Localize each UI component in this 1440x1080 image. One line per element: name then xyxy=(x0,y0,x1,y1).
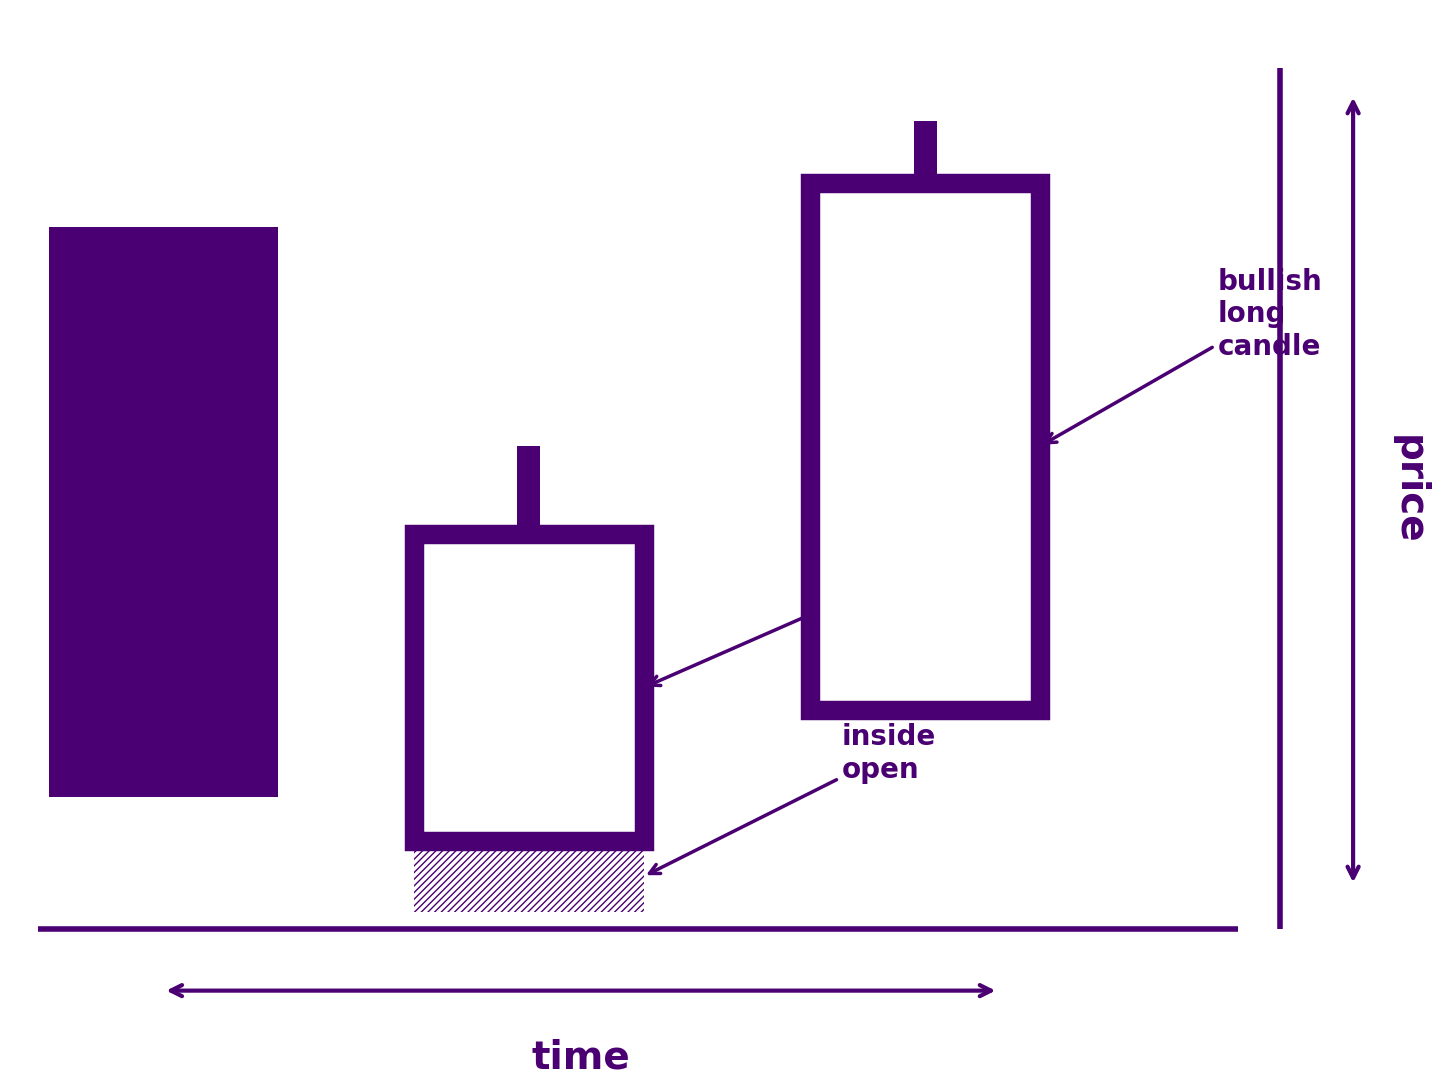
Text: time: time xyxy=(531,1039,631,1077)
Text: bearish
long
candle: bearish long candle xyxy=(55,487,181,580)
Text: price: price xyxy=(1390,435,1427,544)
Text: bullish
candle: bullish candle xyxy=(649,548,946,686)
Bar xyxy=(49,227,278,797)
Bar xyxy=(517,446,540,534)
Bar xyxy=(413,841,644,912)
Text: bullish
long
candle: bullish long candle xyxy=(1045,268,1322,443)
Bar xyxy=(413,534,644,841)
Bar xyxy=(914,121,937,183)
Bar xyxy=(811,183,1040,710)
Text: inside
open: inside open xyxy=(649,724,936,874)
Bar xyxy=(517,841,540,912)
